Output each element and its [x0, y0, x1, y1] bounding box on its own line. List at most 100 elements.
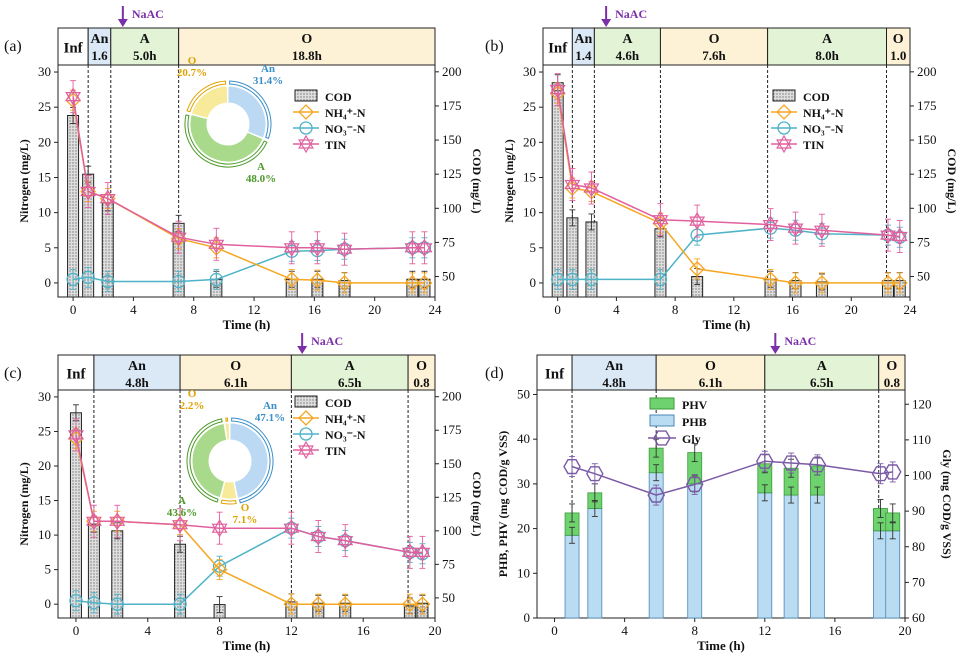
tin-marker	[283, 243, 300, 257]
no3-marker	[66, 272, 80, 287]
tin-marker	[583, 183, 600, 198]
legend-marker	[299, 121, 313, 135]
pie-label: O	[188, 55, 197, 67]
y2-tick-label: 175	[917, 98, 937, 113]
phase-box	[407, 354, 436, 391]
x-tick-label: 0	[70, 302, 77, 317]
nh4-marker	[309, 272, 326, 289]
legend-marker	[777, 121, 791, 135]
nh4-marker	[283, 596, 300, 613]
y2-axis-label: COD (mg/L)	[470, 472, 484, 537]
x-tick-label: 0	[551, 623, 558, 638]
no3-line	[557, 227, 900, 281]
tin-marker	[310, 531, 327, 546]
x-tick-label: 24	[904, 302, 918, 317]
legend-marker	[298, 134, 314, 149]
legend-label: NO₃⁻-N	[325, 428, 366, 442]
tin-marker	[85, 516, 102, 531]
y-tick-label: 30	[38, 64, 51, 79]
x-tick-label: 16	[357, 623, 371, 638]
phase-duration: 1.6	[91, 48, 108, 63]
phase-duration: 4.8h	[125, 375, 149, 390]
tin-marker	[549, 84, 566, 99]
tin-marker	[80, 182, 97, 197]
phase-duration: 0.8	[413, 375, 430, 390]
tin-marker	[170, 232, 187, 247]
plot-frame	[542, 64, 911, 298]
legend-cod-swatch	[772, 89, 796, 102]
pie-slice	[190, 85, 229, 119]
phase-label: A	[622, 32, 633, 47]
tin-marker	[787, 223, 804, 238]
tin-marker	[564, 175, 581, 190]
y2-tick-label: 150	[442, 456, 462, 471]
pie-slice	[227, 85, 267, 139]
pie-label: O	[241, 502, 250, 514]
y-axis-label: PHB, PHV (mg COD/g VSS)	[496, 431, 510, 578]
y2-tick-label: 70	[912, 574, 925, 589]
x-tick-label: 20	[845, 302, 858, 317]
x-tick-label: 12	[248, 302, 261, 317]
x-tick-label: 24	[429, 302, 443, 317]
x-axis-label: Time (h)	[223, 638, 271, 653]
phase-box	[178, 27, 436, 66]
tin-marker	[549, 80, 566, 95]
phb-bar	[587, 508, 603, 619]
no3-marker	[81, 270, 95, 284]
legend-label: COD	[803, 90, 830, 104]
naac-arrow-head	[297, 346, 308, 354]
y-tick-label: 20	[523, 134, 536, 149]
tin-marker	[583, 178, 600, 193]
naac-arrow-head	[117, 19, 128, 27]
x-tick-label: 0	[73, 623, 80, 638]
pie-slice	[224, 422, 231, 441]
phase-duration: 5.0h	[133, 48, 157, 63]
phase-box	[110, 27, 180, 66]
legend-marker	[298, 104, 314, 120]
phase-label: O	[416, 359, 427, 374]
x-tick-label: 4	[130, 302, 137, 317]
phase-label: A	[817, 359, 828, 374]
y2-tick-label: 75	[917, 234, 930, 249]
panel-label: (a)	[4, 38, 22, 55]
tin-marker	[401, 547, 418, 562]
gly-marker	[755, 453, 774, 469]
nh4-marker	[689, 260, 706, 277]
pie-percent: 31.4%	[253, 75, 283, 87]
pie-ring	[186, 418, 223, 503]
y2-tick-label: 80	[912, 539, 925, 554]
phase-duration: 4.8h	[602, 375, 626, 390]
tin-marker	[652, 210, 669, 225]
y2-tick-label: 75	[442, 234, 455, 249]
no3-marker	[101, 274, 115, 289]
x-tick-label: 20	[899, 623, 912, 638]
tin-marker	[564, 179, 581, 194]
legend-marker	[776, 104, 792, 120]
pie-percent: 20.7%	[177, 67, 207, 79]
legend-cod-swatch	[294, 395, 318, 408]
pie-ring	[229, 80, 272, 139]
y-tick-label: 40	[517, 431, 530, 446]
tin-marker	[787, 218, 804, 233]
panel-label: (c)	[4, 365, 22, 382]
y2-tick-label: 100	[917, 200, 937, 215]
phb-bar	[809, 494, 825, 619]
phase-label: O	[893, 32, 904, 47]
legend-label: Gly	[682, 432, 701, 446]
phase-duration: 6.5h	[338, 375, 362, 390]
no3-marker	[565, 272, 580, 287]
y-axis-label: Nitrogen (mg/L)	[502, 139, 516, 222]
pie-label: O	[188, 388, 197, 400]
pie-label: A	[178, 495, 186, 507]
phase-duration: 4.6h	[616, 48, 640, 63]
pie-label: An	[263, 400, 277, 412]
tin-marker	[762, 220, 779, 234]
plot-frame	[57, 64, 436, 298]
tin-marker	[99, 189, 116, 204]
y-tick-label: 15	[523, 169, 536, 184]
tin-marker	[891, 227, 908, 242]
tin-marker	[67, 425, 84, 440]
pie-slice	[191, 422, 228, 499]
y2-tick-label: 50	[442, 590, 455, 605]
phase-label: O	[886, 359, 897, 374]
